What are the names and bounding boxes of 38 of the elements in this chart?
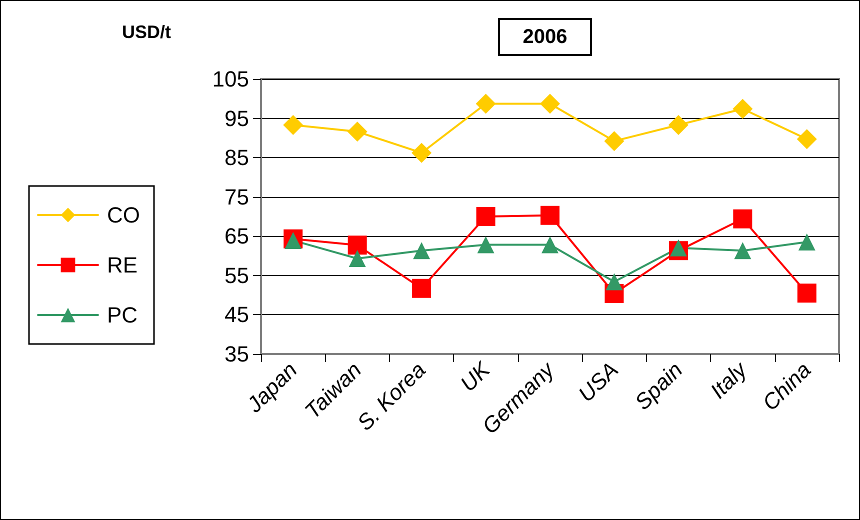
point	[733, 209, 752, 228]
point	[413, 242, 430, 260]
x-tick-label: Italy	[705, 356, 753, 404]
x-tick-label: USA	[573, 357, 624, 407]
legend-label: CO	[107, 202, 140, 228]
point	[477, 236, 494, 254]
y-tick-label: 35	[224, 342, 249, 366]
y-tick-label: 105	[212, 66, 249, 92]
point	[540, 94, 560, 114]
point	[348, 236, 367, 255]
point	[734, 242, 752, 260]
point	[604, 131, 624, 152]
point	[798, 234, 816, 251]
y-tick-label: 95	[224, 106, 249, 131]
legend-label: RE	[107, 252, 138, 278]
y-tick-label: 45	[224, 302, 249, 328]
point	[668, 114, 688, 135]
legend-label: PC	[107, 302, 138, 328]
point	[732, 98, 753, 119]
chart-title: 2006	[522, 26, 568, 48]
point	[412, 278, 432, 298]
y-tick-label: 85	[224, 145, 249, 170]
point	[348, 250, 366, 268]
point	[797, 284, 816, 303]
y-tick-label: 55	[224, 262, 249, 288]
point	[476, 94, 496, 114]
y-tick-label: 75	[224, 184, 249, 210]
y-tick-label: 65	[224, 224, 249, 249]
point	[412, 142, 432, 163]
point	[283, 114, 304, 135]
y-axis-title: USD/t	[122, 22, 172, 42]
point	[796, 129, 817, 150]
point	[542, 236, 558, 254]
point	[540, 206, 560, 225]
point	[670, 239, 687, 256]
point	[476, 207, 496, 226]
point	[606, 273, 623, 290]
point	[347, 122, 368, 142]
